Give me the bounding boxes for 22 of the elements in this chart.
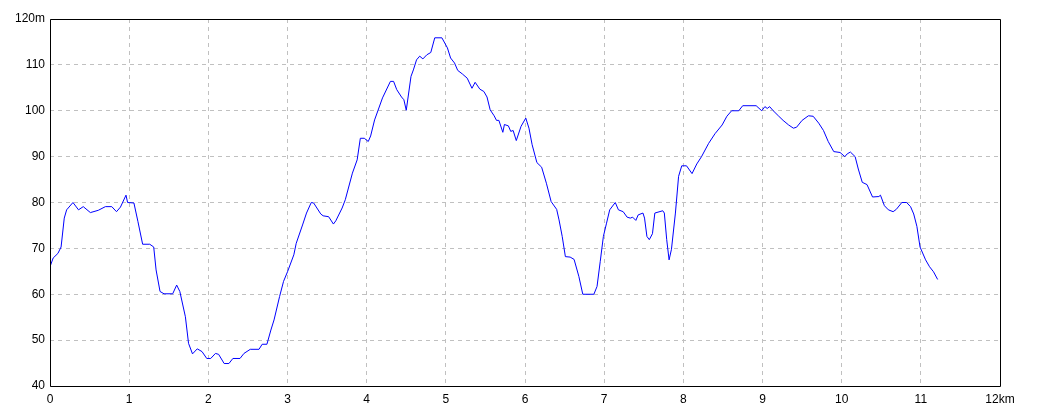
x-tick-label: 3 (284, 391, 292, 406)
x-tick-label: 9 (759, 391, 767, 406)
x-tick-label: 2 (204, 391, 212, 406)
y-tick-label: 110 (25, 57, 46, 72)
x-tick-label: 4 (363, 391, 371, 406)
y-tick-label: 90 (31, 148, 46, 163)
x-tick-label: 1 (125, 391, 133, 406)
y-tick-label: 100 (24, 103, 46, 118)
y-tick-label: 70 (31, 240, 46, 255)
y-tick-label: 80 (31, 194, 46, 209)
x-tick-label: 6 (521, 391, 529, 406)
y-tick-label: 40 (31, 378, 46, 393)
x-tick-label: 5 (442, 391, 450, 406)
x-tick-label: 12km (985, 391, 1015, 406)
y-tick-label: 50 (31, 332, 46, 347)
x-tick-label: 10 (834, 391, 849, 406)
x-tick-label: 7 (600, 391, 608, 406)
x-tick-label: 8 (679, 391, 687, 406)
x-tick-label: 11 (914, 391, 928, 406)
y-tick-label: 120m (14, 11, 45, 26)
x-tick-label: 0 (46, 391, 54, 406)
y-tick-label: 60 (31, 286, 46, 301)
